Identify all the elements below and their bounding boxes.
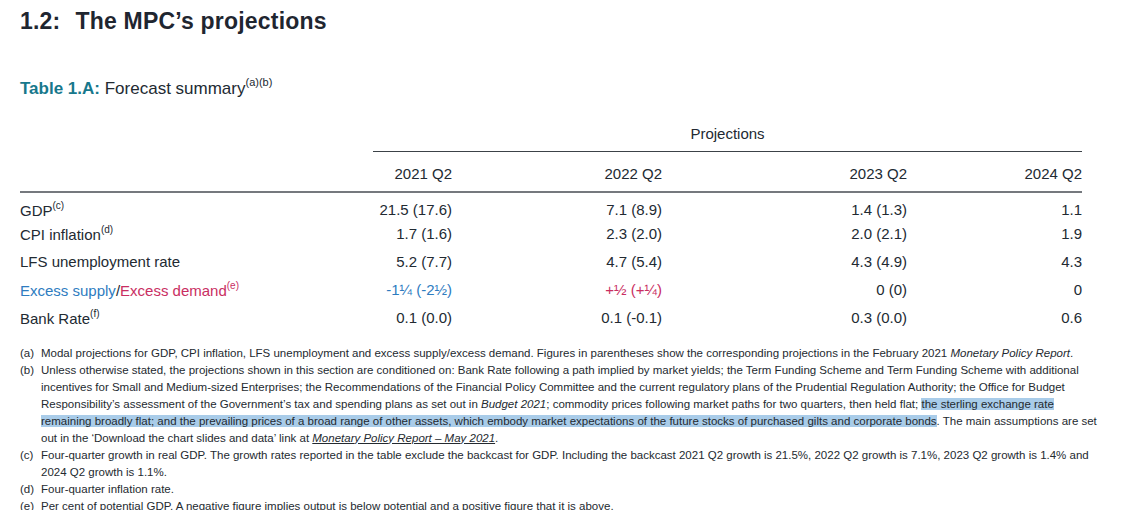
- row-label-text: LFS unemployment rate: [20, 253, 180, 270]
- footnote-e: (e) Per cent of potential GDP. A negativ…: [20, 498, 1106, 510]
- row-footnote-ref: (e): [227, 280, 239, 291]
- cell-excess-2021: -1¼ (-2½): [357, 276, 452, 304]
- column-header-spacer: [20, 152, 357, 192]
- table-row-lfs-unemployment: LFS unemployment rate 5.2 (7.7) 4.7 (5.4…: [20, 248, 1082, 276]
- footnote-b: (b) Unless otherwise stated, the project…: [20, 362, 1106, 447]
- cell-gdp-2024: 1.1: [907, 192, 1082, 220]
- cell-gdp-2021: 21.5 (17.6): [357, 192, 452, 220]
- footnote-b-text: Unless otherwise stated, the projections…: [41, 362, 1106, 447]
- cell-lfs-2023: 4.3 (4.9): [662, 248, 907, 276]
- forecast-summary-table: Projections 2021 Q2 2022 Q2 2023 Q2 2024…: [20, 125, 1082, 332]
- table-row-cpi: CPI inflation(d) 1.7 (1.6) 2.3 (2.0) 2.0…: [20, 220, 1082, 248]
- footnote-a-period: .: [1070, 347, 1073, 359]
- row-label-excess: Excess supply/Excess demand(e): [20, 276, 357, 304]
- table-caption-text: Forecast summary: [105, 79, 246, 98]
- cell-excess-2024: 0: [907, 276, 1082, 304]
- table-caption: Table 1.A: Forecast summary(a)(b): [20, 77, 1102, 99]
- footnote-a-italic-title: Monetary Policy Report: [950, 347, 1070, 359]
- excess-demand-label: Excess demand: [120, 282, 227, 299]
- table-caption-footnote-refs: (a)(b): [245, 76, 272, 88]
- cell-lfs-2022: 4.7 (5.4): [452, 248, 662, 276]
- monetary-policy-report-link[interactable]: Monetary Policy Report – May 2021: [312, 432, 495, 444]
- section-heading: 1.2: The MPC’s projections: [20, 8, 1102, 35]
- row-label-text: Bank Rate: [20, 310, 90, 327]
- footnote-b-period: .: [495, 432, 498, 444]
- report-page: 1.2: The MPC’s projections Table 1.A: For…: [0, 0, 1122, 510]
- cell-excess-2022: +½ (+¼): [452, 276, 662, 304]
- footnote-b-marker: (b): [20, 362, 41, 447]
- footnote-d: (d) Four-quarter inflation rate.: [20, 481, 1106, 498]
- row-label-lfs: LFS unemployment rate: [20, 248, 357, 276]
- cell-lfs-2021: 5.2 (7.7): [357, 248, 452, 276]
- row-footnote-ref: (d): [101, 224, 113, 235]
- row-footnote-ref: (c): [53, 200, 65, 211]
- cell-lfs-2024: 4.3: [907, 248, 1082, 276]
- footnote-d-text: Four-quarter inflation rate.: [41, 481, 1106, 498]
- projections-group-label: Projections: [373, 125, 1082, 152]
- row-label-cpi: CPI inflation(d): [20, 220, 357, 248]
- cell-bankrate-2021: 0.1 (0.0): [357, 304, 452, 332]
- footnote-e-text: Per cent of potential GDP. A negative fi…: [41, 498, 1106, 510]
- row-label-text: GDP: [20, 202, 53, 219]
- group-header-spacer: [20, 125, 357, 152]
- column-header-row: 2021 Q2 2022 Q2 2023 Q2 2024 Q2: [20, 152, 1082, 192]
- footnote-a: (a) Modal projections for GDP, CPI infla…: [20, 345, 1106, 362]
- cell-gdp-2022: 7.1 (8.9): [452, 192, 662, 220]
- table-row-excess-supply-demand: Excess supply/Excess demand(e) -1¼ (-2½)…: [20, 276, 1082, 304]
- column-header-2022-q2: 2022 Q2: [452, 152, 662, 192]
- cell-cpi-2021: 1.7 (1.6): [357, 220, 452, 248]
- footnote-a-marker: (a): [20, 345, 41, 362]
- footnote-b-body-2: ; commodity prices following market path…: [546, 398, 921, 410]
- cell-bankrate-2023: 0.3 (0.0): [662, 304, 907, 332]
- table-row-gdp: GDP(c) 21.5 (17.6) 7.1 (8.9) 1.4 (1.3) 1…: [20, 192, 1082, 220]
- cell-cpi-2022: 2.3 (2.0): [452, 220, 662, 248]
- section-number: 1.2:: [20, 8, 60, 34]
- footnote-a-body: Modal projections for GDP, CPI inflation…: [41, 347, 950, 359]
- cell-gdp-2023: 1.4 (1.3): [662, 192, 907, 220]
- footnote-c-marker: (c): [20, 447, 41, 481]
- row-label-gdp: GDP(c): [20, 192, 357, 220]
- cell-bankrate-2022: 0.1 (-0.1): [452, 304, 662, 332]
- cell-bankrate-2024: 0.6: [907, 304, 1082, 332]
- column-header-2023-q2: 2023 Q2: [662, 152, 907, 192]
- excess-supply-label: Excess supply: [20, 282, 116, 299]
- group-header-row: Projections: [20, 125, 1082, 152]
- column-header-2024-q2: 2024 Q2: [907, 152, 1082, 192]
- group-header-cell: Projections: [357, 125, 1082, 152]
- footnotes: (a) Modal projections for GDP, CPI infla…: [20, 345, 1106, 510]
- table-label: Table 1.A:: [20, 79, 100, 98]
- row-label-bank-rate: Bank Rate(f): [20, 304, 357, 332]
- footnote-b-budget-italic: Budget 2021: [481, 398, 546, 410]
- footnote-e-marker: (e): [20, 498, 41, 510]
- column-header-2021-q2: 2021 Q2: [357, 152, 452, 192]
- footnote-d-marker: (d): [20, 481, 41, 498]
- cell-excess-2023: 0 (0): [662, 276, 907, 304]
- section-title: The MPC’s projections: [75, 8, 326, 34]
- cell-cpi-2023: 2.0 (2.1): [662, 220, 907, 248]
- cell-cpi-2024: 1.9: [907, 220, 1082, 248]
- footnote-c-text: Four-quarter growth in real GDP. The gro…: [41, 447, 1106, 481]
- row-label-text: CPI inflation: [20, 226, 101, 243]
- table-row-bank-rate: Bank Rate(f) 0.1 (0.0) 0.1 (-0.1) 0.3 (0…: [20, 304, 1082, 332]
- footnote-a-text: Modal projections for GDP, CPI inflation…: [41, 345, 1106, 362]
- footnote-c: (c) Four-quarter growth in real GDP. The…: [20, 447, 1106, 481]
- row-footnote-ref: (f): [90, 308, 99, 319]
